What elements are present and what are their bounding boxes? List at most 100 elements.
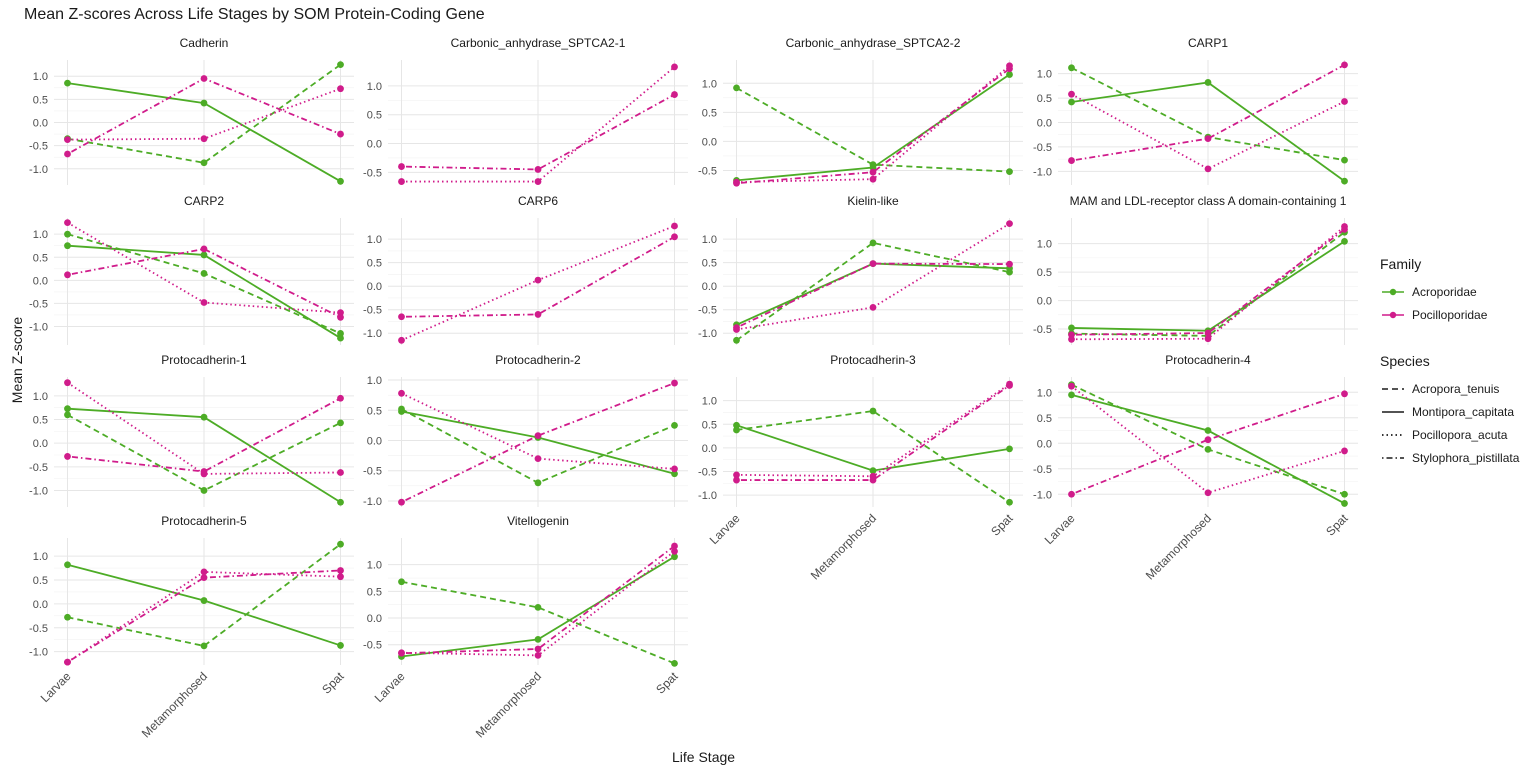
- facet-title: Protocadherin-3: [830, 353, 916, 367]
- y-tick-label: 0.0: [702, 443, 717, 455]
- data-point-pocillopora-acuta: [534, 651, 542, 659]
- facet-title: Carbonic_anhydrase_SPTCA2-2: [786, 36, 961, 50]
- legend-item-montipora-capitata: Montipora_capitata: [1380, 400, 1519, 423]
- data-point-pocillopora-acuta: [1341, 98, 1348, 105]
- y-tick-label: 0.5: [33, 575, 48, 587]
- y-tick-label: 0.0: [367, 435, 382, 447]
- data-point-stylophora-pistillata: [1068, 157, 1075, 164]
- series-line-stylophora-pistillata: [67, 248, 341, 319]
- data-point-pocillopora-acuta: [1068, 382, 1075, 390]
- panel-kielin-like: Kielin-like 1.0 0.5 0.0 -0.5 -1.0: [698, 194, 1023, 345]
- y-tick-label: 0.0: [33, 599, 48, 611]
- y-tick-label: 1.0: [33, 229, 48, 241]
- x-tick-label: Spat: [653, 669, 681, 697]
- data-point-acropora-tenuis: [1341, 490, 1348, 498]
- panel-carp6: CARP6 1.0 0.5 0.0 -0.5 -1.0: [363, 194, 688, 345]
- data-point-stylophora-pistillata: [337, 313, 344, 321]
- legend-swatch-dashed: [1382, 387, 1404, 390]
- data-point-montipora-capitata: [1341, 500, 1348, 507]
- x-tick-label: Spat: [1323, 511, 1351, 539]
- series-line-stylophora-pistillata: [401, 93, 675, 171]
- series-line-pocillopora-acuta: [401, 392, 675, 470]
- data-point-stylophora-pistillata: [671, 91, 678, 98]
- series-line-stylophora-pistillata: [67, 569, 341, 663]
- y-tick-label: 0.0: [1037, 296, 1052, 308]
- data-point-montipora-capitata: [64, 405, 71, 413]
- series-line-pocillopora-acuta: [66, 381, 341, 475]
- data-point-stylophora-pistillata: [1006, 260, 1013, 268]
- data-point-montipora-capitata: [337, 177, 344, 185]
- x-tick-label: Larvae: [38, 669, 74, 705]
- y-tick-label: -1.0: [363, 496, 382, 508]
- facet-title: Kielin-like: [847, 194, 899, 208]
- y-tick-label: -0.5: [363, 167, 382, 179]
- series-line-pocillopora-acuta: [1071, 93, 1345, 170]
- data-point-montipora-capitata: [398, 408, 405, 415]
- y-tick-label: -0.5: [698, 305, 717, 317]
- y-tick-label: 0.0: [702, 281, 717, 293]
- data-point-pocillopora-acuta: [534, 455, 542, 463]
- data-point-acropora-tenuis: [337, 61, 344, 69]
- data-point-pocillopora-acuta: [1341, 447, 1348, 455]
- data-point-montipora-capitata: [200, 413, 208, 421]
- facet-title: Protocadherin-5: [161, 514, 247, 528]
- legend-swatch-solid: [1382, 410, 1404, 413]
- data-point-pocillopora-acuta: [671, 222, 678, 230]
- data-point-acropora-tenuis: [337, 540, 344, 548]
- series-line-stylophora-pistillata: [401, 545, 676, 655]
- data-point-stylophora-pistillata: [1006, 382, 1013, 389]
- legend-label-acroporidae: Acroporidae: [1412, 284, 1477, 299]
- y-tick-label: 0.0: [1037, 118, 1052, 130]
- data-point-acropora-tenuis: [200, 642, 208, 650]
- data-point-acropora-tenuis: [671, 659, 678, 667]
- data-point-stylophora-pistillata: [534, 166, 542, 173]
- data-point-montipora-capitata: [1006, 445, 1013, 453]
- y-tick-label: 1.0: [367, 560, 382, 572]
- series-line-acropora-tenuis: [67, 543, 342, 647]
- data-point-stylophora-pistillata: [398, 498, 405, 506]
- chart-title: Mean Z-scores Across Life Stages by SOM …: [24, 6, 485, 23]
- legend-item-acropora-tenuis: Acropora_tenuis: [1380, 377, 1519, 400]
- legend-label-montipora-capitata: Montipora_capitata: [1412, 404, 1515, 419]
- series-line-pocillopora-acuta: [401, 550, 676, 657]
- data-point-pocillopora-acuta: [1204, 335, 1212, 343]
- panel-protocadherin-3: Protocadherin-3 1.0 0.5 0.0 -0.5 -1.0 Larvae Me…: [698, 353, 1023, 582]
- legend-item-stylophora-pistillata: Stylophora_pistillata: [1380, 446, 1519, 469]
- y-tick-label: 0.5: [367, 110, 382, 122]
- data-point-montipora-capitata: [534, 635, 542, 643]
- y-tick-label: -0.5: [29, 462, 48, 474]
- y-tick-label: 1.0: [33, 71, 48, 83]
- y-tick-label: 1.0: [1037, 69, 1052, 81]
- data-point-acropora-tenuis: [337, 419, 344, 427]
- data-point-acropora-tenuis: [1006, 168, 1013, 176]
- y-tick-label: 1.0: [33, 551, 48, 563]
- data-point-acropora-tenuis: [671, 421, 678, 429]
- data-point-stylophora-pistillata: [733, 324, 740, 331]
- data-point-montipora-capitata: [733, 421, 740, 429]
- data-point-stylophora-pistillata: [534, 311, 542, 318]
- data-point-acropora-tenuis: [64, 230, 71, 238]
- legend-family-title: Family: [1380, 256, 1422, 272]
- facet-title: Carbonic_anhydrase_SPTCA2-1: [451, 36, 626, 50]
- data-point-acropora-tenuis: [733, 336, 740, 344]
- data-point-montipora-capitata: [671, 553, 678, 561]
- data-point-acropora-tenuis: [64, 411, 71, 419]
- data-point-stylophora-pistillata: [1006, 65, 1013, 73]
- data-point-stylophora-pistillata: [534, 645, 542, 653]
- y-tick-label: -0.5: [1033, 142, 1052, 154]
- data-point-montipora-capitata: [1204, 79, 1212, 86]
- data-point-montipora-capitata: [671, 470, 678, 478]
- y-tick-label: 1.0: [702, 396, 717, 408]
- data-point-montipora-capitata: [1068, 98, 1075, 106]
- data-point-montipora-capitata: [337, 642, 344, 649]
- facet-title: MAM and LDL-receptor class A domain-cont…: [1070, 194, 1347, 208]
- series-line-acropora-tenuis: [736, 410, 1011, 504]
- y-tick-label: 0.5: [1037, 413, 1052, 425]
- data-point-stylophora-pistillata: [534, 432, 542, 440]
- legend-family: Family Acroporidae Pocilloporidae: [1380, 256, 1487, 326]
- panel-protocadherin-2: Protocadherin-2 1.0 0.5 0.0 -0.5 -1.0: [363, 353, 688, 508]
- data-point-stylophora-pistillata: [398, 313, 405, 321]
- series-line-pocillopora-acuta: [736, 65, 1011, 183]
- panel-mam-and-ldl-receptor-class-a-domain-containing-1: MAM and LDL-receptor class A domain-cont…: [1033, 194, 1358, 345]
- x-tick-label: Spat: [319, 669, 347, 697]
